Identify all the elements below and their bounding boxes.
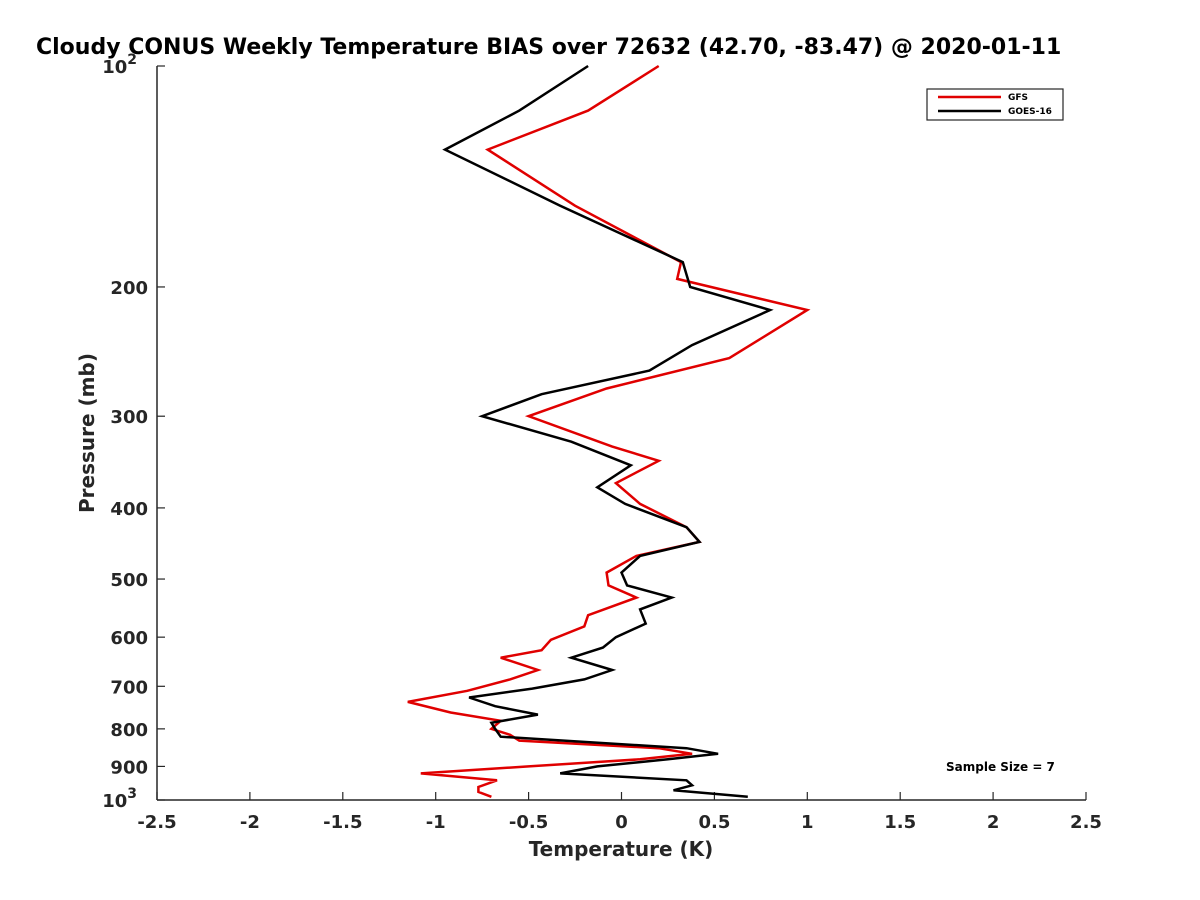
y-tick-label: 200 bbox=[110, 278, 148, 299]
series-line-goes16 bbox=[442, 64, 774, 799]
y-tick-label: 300 bbox=[110, 407, 148, 428]
plot-area: -2.5 -2 -1.5 -1 -0.5 0 0.5 1 1.5 2 2.5 1 0 2 200 300 40… bbox=[102, 52, 1102, 833]
y-tick-label: 900 bbox=[110, 757, 148, 778]
x-axis-label: Temperature (K) bbox=[529, 837, 714, 861]
x-tick-label: -1.5 bbox=[323, 812, 362, 833]
y-tick-exponent: 2 bbox=[127, 52, 137, 68]
x-tick-label: -2.5 bbox=[137, 812, 176, 833]
series-line-gfs bbox=[407, 64, 811, 798]
y-tick-label: 600 bbox=[110, 628, 148, 649]
chart-title: Cloudy CONUS Weekly Temperature BIAS ove… bbox=[36, 35, 1061, 60]
y-tick-label: 800 bbox=[110, 720, 148, 741]
x-ticks: -2.5 -2 -1.5 -1 -0.5 0 0.5 1 1.5 2 2.5 bbox=[137, 792, 1102, 833]
x-tick-label: 2.5 bbox=[1070, 812, 1102, 833]
y-tick-label: 500 bbox=[110, 570, 148, 591]
x-tick-label: 1 bbox=[801, 812, 814, 833]
y-tick-label: 400 bbox=[110, 499, 148, 520]
sample-size-annotation: Sample Size = 7 bbox=[946, 760, 1055, 774]
y-tick-label: 103 bbox=[102, 786, 137, 812]
legend-box bbox=[926, 88, 1064, 121]
x-tick-label: -1 bbox=[426, 812, 446, 833]
y-tick-label: 700 bbox=[110, 677, 148, 698]
x-tick-label: -2 bbox=[240, 812, 260, 833]
x-tick-label: 0 bbox=[615, 812, 628, 833]
series-lines bbox=[407, 64, 811, 799]
legend-label-gfs: GFS bbox=[1008, 93, 1028, 103]
y-tick-exponent: 3 bbox=[127, 786, 137, 802]
x-tick-label: -0.5 bbox=[509, 812, 548, 833]
legend-label-goes16: GOES-16 bbox=[1008, 107, 1052, 117]
x-tick-label: 0.5 bbox=[698, 812, 730, 833]
legend: GFS GOES-16 bbox=[926, 88, 1064, 121]
y-axis-label: Pressure (mb) bbox=[75, 353, 99, 513]
x-tick-label: 2 bbox=[987, 812, 1000, 833]
x-tick-label: 1.5 bbox=[884, 812, 916, 833]
